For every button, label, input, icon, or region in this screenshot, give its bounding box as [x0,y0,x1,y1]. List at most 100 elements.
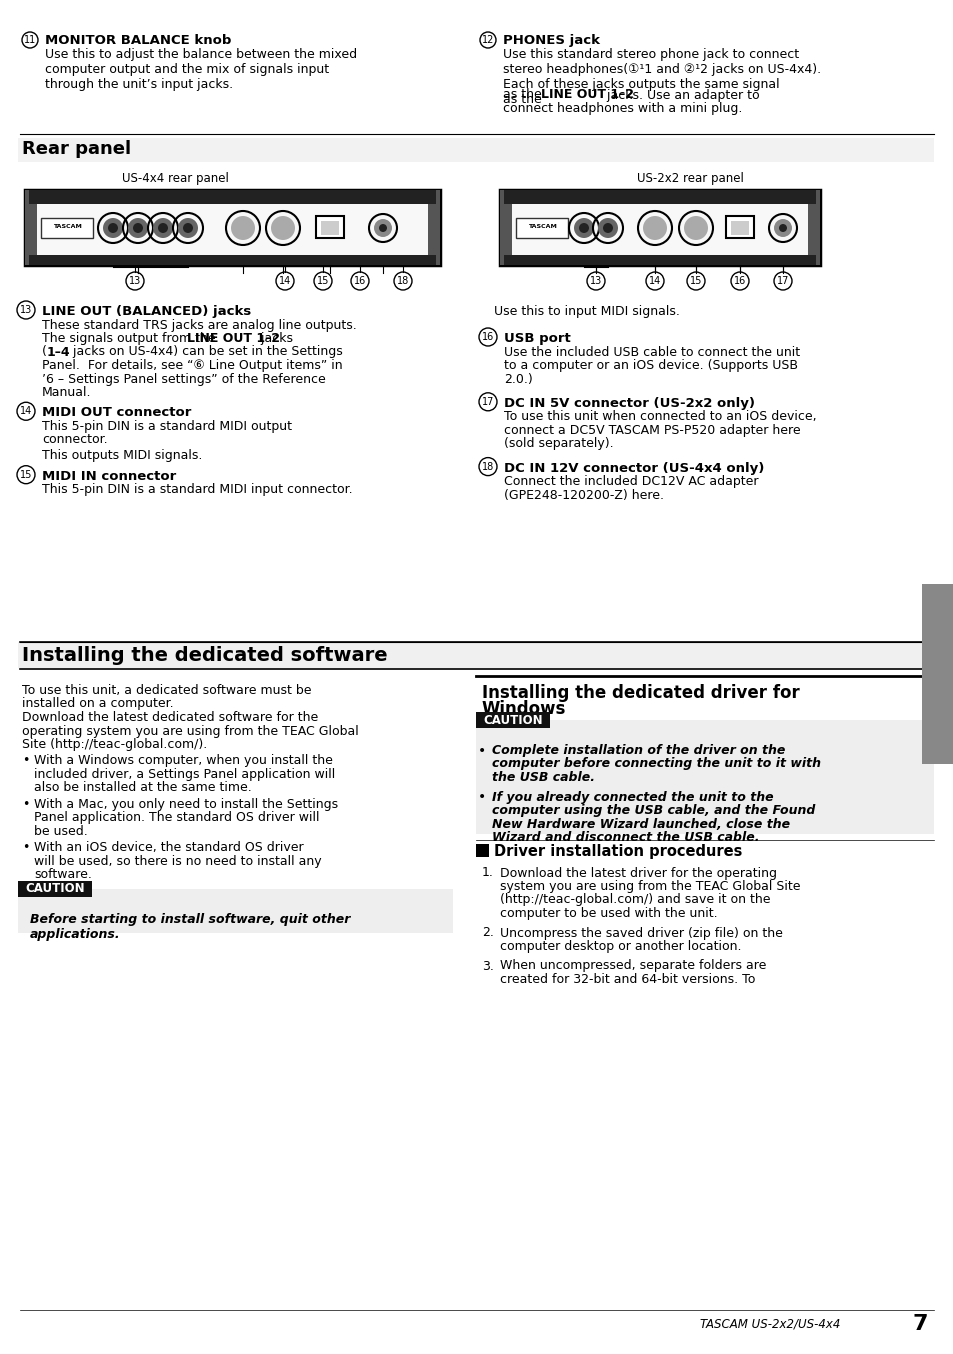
Text: computer before connecting the unit to it with: computer before connecting the unit to i… [492,757,821,770]
Bar [476,712,550,728]
Circle shape [773,219,791,237]
Circle shape [683,217,707,240]
Text: These standard TRS jacks are analog line outputs.: These standard TRS jacks are analog line… [42,318,356,332]
Circle shape [158,223,168,233]
Circle shape [602,223,613,233]
Text: 1.: 1. [481,867,494,880]
Text: operating system you are using from the TEAC Global: operating system you are using from the … [22,724,358,738]
Bar [503,190,815,204]
Text: If you already connected the unit to the: If you already connected the unit to the [492,791,773,803]
Text: jacks on US-4x4) can be set in the Settings: jacks on US-4x4) can be set in the Setti… [69,345,342,359]
Circle shape [178,218,198,238]
Bar [428,190,439,265]
Bar [730,221,748,236]
Bar [18,888,453,933]
Text: Manual.: Manual. [42,386,91,399]
Text: ’6 – Settings Panel settings” of the Reference: ’6 – Settings Panel settings” of the Ref… [42,372,325,386]
Text: Wizard and disconnect the USB cable.: Wizard and disconnect the USB cable. [492,831,759,844]
Bar [29,255,436,265]
Bar [18,880,91,896]
Text: TASCAM US-2x2/US-4x4: TASCAM US-2x2/US-4x4 [700,1317,840,1331]
Text: included driver, a Settings Panel application will: included driver, a Settings Panel applic… [34,768,335,781]
Text: Driver installation procedures: Driver installation procedures [494,844,741,858]
Text: MIDI OUT connector: MIDI OUT connector [42,406,192,420]
Text: 16: 16 [481,332,494,343]
Text: •: • [477,791,486,804]
Text: •: • [22,841,30,854]
Circle shape [183,223,193,233]
Text: This 5-pin DIN is a standard MIDI input connector.: This 5-pin DIN is a standard MIDI input … [42,483,353,496]
Bar [320,221,338,236]
Text: 18: 18 [481,462,494,471]
Text: •: • [22,754,30,768]
Text: With an iOS device, the standard OS driver: With an iOS device, the standard OS driv… [34,841,303,854]
Text: 2.0.): 2.0.) [503,372,532,386]
Text: to a computer or an iOS device. (Supports USB: to a computer or an iOS device. (Support… [503,359,797,372]
Text: LINE OUT 1–2: LINE OUT 1–2 [187,332,280,345]
Text: USB port: USB port [503,332,570,345]
Text: Use this to input MIDI signals.: Use this to input MIDI signals. [494,305,679,318]
Text: Complete installation of the driver on the: Complete installation of the driver on t… [492,743,784,757]
Text: 15: 15 [20,470,32,479]
Text: system you are using from the TEAC Global Site: system you are using from the TEAC Globa… [499,880,800,894]
Text: (: ( [42,345,47,359]
Text: Rear panel: Rear panel [22,139,131,158]
Bar [315,217,344,238]
Text: as the: as the [502,88,545,102]
Text: 17: 17 [481,397,494,406]
Circle shape [578,223,588,233]
Text: 13: 13 [129,276,141,286]
Text: This outputs MIDI signals.: This outputs MIDI signals. [42,450,202,463]
Text: US-2x2 rear panel: US-2x2 rear panel [636,172,742,185]
Bar [725,217,753,238]
Text: MONITOR BALANCE knob: MONITOR BALANCE knob [45,34,232,47]
Text: 13: 13 [589,276,601,286]
Text: Before starting to install software, quit other
applications.: Before starting to install software, qui… [30,913,350,941]
Bar [41,218,92,238]
Text: be used.: be used. [34,825,88,838]
Bar [503,255,815,265]
Text: computer desktop or another location.: computer desktop or another location. [499,940,740,953]
Bar [499,190,512,265]
Text: 14: 14 [648,276,660,286]
Bar [476,844,489,857]
Text: Connect the included DC12V AC adapter: Connect the included DC12V AC adapter [503,475,758,487]
Text: computer using the USB cable, and the Found: computer using the USB cable, and the Fo… [492,804,815,816]
Text: CAUTION: CAUTION [25,883,85,895]
Text: TASCAM: TASCAM [52,223,81,229]
Text: DC IN 5V connector (US-2x2 only): DC IN 5V connector (US-2x2 only) [503,397,754,410]
Circle shape [271,217,294,240]
Text: Uncompress the saved driver (zip file) on the: Uncompress the saved driver (zip file) o… [499,926,782,940]
Text: Download the latest dedicated software for the: Download the latest dedicated software f… [22,711,318,724]
Text: the USB cable.: the USB cable. [492,770,595,784]
Text: Use this to adjust the balance between the mixed
computer output and the mix of : Use this to adjust the balance between t… [45,47,356,91]
Text: 13: 13 [20,305,32,315]
Text: computer to be used with the unit.: computer to be used with the unit. [499,907,717,919]
Text: 15: 15 [689,276,701,286]
Text: LINE OUT (BALANCED) jacks: LINE OUT (BALANCED) jacks [42,305,251,318]
Text: Site (http://teac-global.com/).: Site (http://teac-global.com/). [22,738,207,751]
Text: 2.: 2. [481,926,494,940]
Text: 12: 12 [481,35,494,45]
Bar [25,190,37,265]
Text: Download the latest driver for the operating: Download the latest driver for the opera… [499,867,776,880]
Text: 7: 7 [911,1313,927,1334]
Text: Windows: Windows [481,700,566,718]
Text: •: • [477,743,486,758]
Text: Panel application. The standard OS driver will: Panel application. The standard OS drive… [34,811,319,825]
Text: 16: 16 [733,276,745,286]
Text: 15: 15 [316,276,329,286]
Text: (http://teac-global.com/) and save it on the: (http://teac-global.com/) and save it on… [499,894,770,906]
Text: connect headphones with a mini plug.: connect headphones with a mini plug. [502,102,741,115]
Text: To use this unit, a dedicated software must be: To use this unit, a dedicated software m… [22,684,312,697]
Circle shape [642,217,666,240]
Text: The signals output from the: The signals output from the [42,332,219,345]
Circle shape [779,223,786,232]
Text: will be used, so there is no need to install any: will be used, so there is no need to ins… [34,854,321,868]
Text: jacks: jacks [256,332,293,345]
Circle shape [152,218,172,238]
Text: Panel.  For details, see “⑥ Line Output items” in: Panel. For details, see “⑥ Line Output i… [42,359,342,372]
Text: •: • [22,798,30,811]
Text: This 5-pin DIN is a standard MIDI output: This 5-pin DIN is a standard MIDI output [42,420,292,433]
Text: 16: 16 [354,276,366,286]
